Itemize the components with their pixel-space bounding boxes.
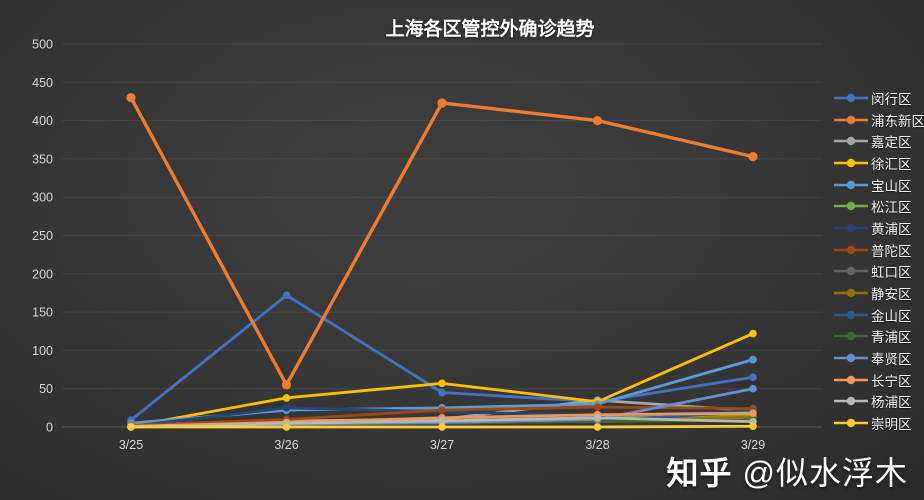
- series-marker: [282, 404, 291, 412]
- y-tick-label: 200: [32, 267, 53, 281]
- series-marker: [749, 384, 757, 393]
- series-marker: [592, 116, 603, 126]
- legend-label: 奉贤区: [871, 352, 912, 368]
- legend-item: 嘉定区: [833, 130, 924, 152]
- legend-item: 徐汇区: [833, 152, 924, 174]
- y-tick-label: 100: [32, 344, 53, 358]
- legend-marker-icon: [834, 310, 868, 319]
- legend-label: 虹口区: [871, 265, 912, 281]
- legend-label: 浦东新区: [871, 113, 924, 129]
- y-tick-label: 500: [32, 38, 53, 52]
- series-marker: [749, 355, 757, 364]
- x-tick-label: 3/26: [274, 438, 298, 452]
- series-marker: [127, 423, 135, 431]
- legend-marker-icon: [834, 93, 868, 103]
- legend-label: 黄浦区: [871, 221, 912, 237]
- legend-marker-icon: [834, 375, 868, 384]
- series-marker: [438, 417, 446, 425]
- legend-marker-icon: [834, 158, 868, 168]
- series-marker: [593, 403, 602, 411]
- legend-item: 宝山区: [833, 174, 924, 196]
- legend-item: 奉贤区: [833, 347, 924, 369]
- legend-label: 金山区: [871, 308, 912, 324]
- legend-item: 松江区: [833, 195, 924, 217]
- x-tick-label: 3/29: [741, 438, 765, 452]
- legend-item: 浦东新区: [833, 109, 924, 131]
- legend-item: 长宁区: [833, 369, 924, 391]
- legend-label: 杨浦区: [871, 395, 912, 411]
- series-marker: [282, 423, 291, 431]
- legend-marker-icon: [834, 223, 868, 233]
- watermark-brand: 知乎: [666, 455, 733, 491]
- x-tick-label: 3/25: [119, 438, 143, 452]
- legend-label: 宝山区: [871, 178, 912, 194]
- series-marker: [749, 373, 757, 382]
- y-tick-label: 400: [32, 114, 53, 128]
- y-tick-label: 50: [39, 382, 53, 396]
- y-tick-label: 250: [32, 229, 53, 243]
- legend-marker-icon: [834, 418, 868, 428]
- legend-marker-icon: [834, 180, 868, 189]
- legend-label: 闵行区: [871, 91, 912, 107]
- watermark-handle: @似水浮木: [742, 455, 908, 491]
- series-line: [129, 293, 755, 422]
- legend-item: 崇明区: [833, 412, 924, 434]
- series-marker: [438, 388, 446, 397]
- series-marker: [438, 379, 446, 388]
- series-marker: [593, 423, 602, 431]
- y-tick-label: 0: [46, 421, 53, 435]
- x-tick-label: 3/27: [430, 438, 454, 452]
- legend-label: 青浦区: [871, 330, 912, 346]
- legend-item: 杨浦区: [833, 391, 924, 413]
- legend-item: 静安区: [833, 282, 924, 304]
- y-tick-label: 300: [32, 191, 53, 205]
- series-marker: [438, 406, 446, 414]
- series-marker: [437, 98, 447, 108]
- legend-item: 虹口区: [833, 261, 924, 283]
- x-tick-label: 3/28: [585, 438, 609, 452]
- series-marker: [282, 291, 291, 300]
- legend-label: 嘉定区: [871, 135, 912, 151]
- legend-label: 静安区: [871, 287, 912, 303]
- legend-label: 长宁区: [871, 373, 912, 389]
- legend-item: 普陀区: [833, 239, 924, 261]
- series-line: [129, 95, 755, 387]
- series-marker: [749, 329, 757, 338]
- legend-marker-icon: [834, 202, 868, 211]
- series-marker: [281, 380, 292, 390]
- legend-item: 闵行区: [833, 87, 924, 109]
- legend-label: 普陀区: [871, 243, 912, 259]
- series-marker: [749, 409, 757, 418]
- legend-marker-icon: [834, 332, 868, 341]
- legend-marker-icon: [834, 353, 868, 363]
- series-marker: [748, 152, 758, 162]
- legend-marker-icon: [834, 397, 868, 406]
- series-marker: [282, 394, 291, 402]
- chart-legend: 闵行区浦东新区嘉定区徐汇区宝山区松江区黄浦区普陀区虹口区静安区金山区青浦区奉贤区…: [833, 87, 924, 434]
- legend-marker-icon: [834, 115, 868, 124]
- legend-marker-icon: [834, 267, 868, 276]
- legend-marker-icon: [834, 245, 868, 254]
- legend-item: 青浦区: [833, 326, 924, 348]
- legend-label: 松江区: [871, 200, 912, 216]
- legend-marker-icon: [834, 137, 868, 146]
- series-marker: [593, 414, 602, 422]
- y-tick-label: 350: [32, 152, 53, 166]
- legend-marker-icon: [834, 288, 868, 298]
- series-marker: [438, 423, 446, 431]
- chart-title: 上海各区管控外确诊趋势: [385, 19, 595, 40]
- legend-item: 黄浦区: [833, 217, 924, 239]
- y-tick-label: 450: [32, 76, 53, 90]
- series-marker: [749, 422, 757, 431]
- watermark: 知乎 @似水浮木: [666, 448, 908, 494]
- legend-item: 金山区: [833, 304, 924, 326]
- series-marker: [126, 93, 136, 103]
- legend-label: 徐汇区: [871, 156, 912, 172]
- y-tick-label: 150: [32, 306, 53, 320]
- legend-label: 崇明区: [871, 417, 912, 433]
